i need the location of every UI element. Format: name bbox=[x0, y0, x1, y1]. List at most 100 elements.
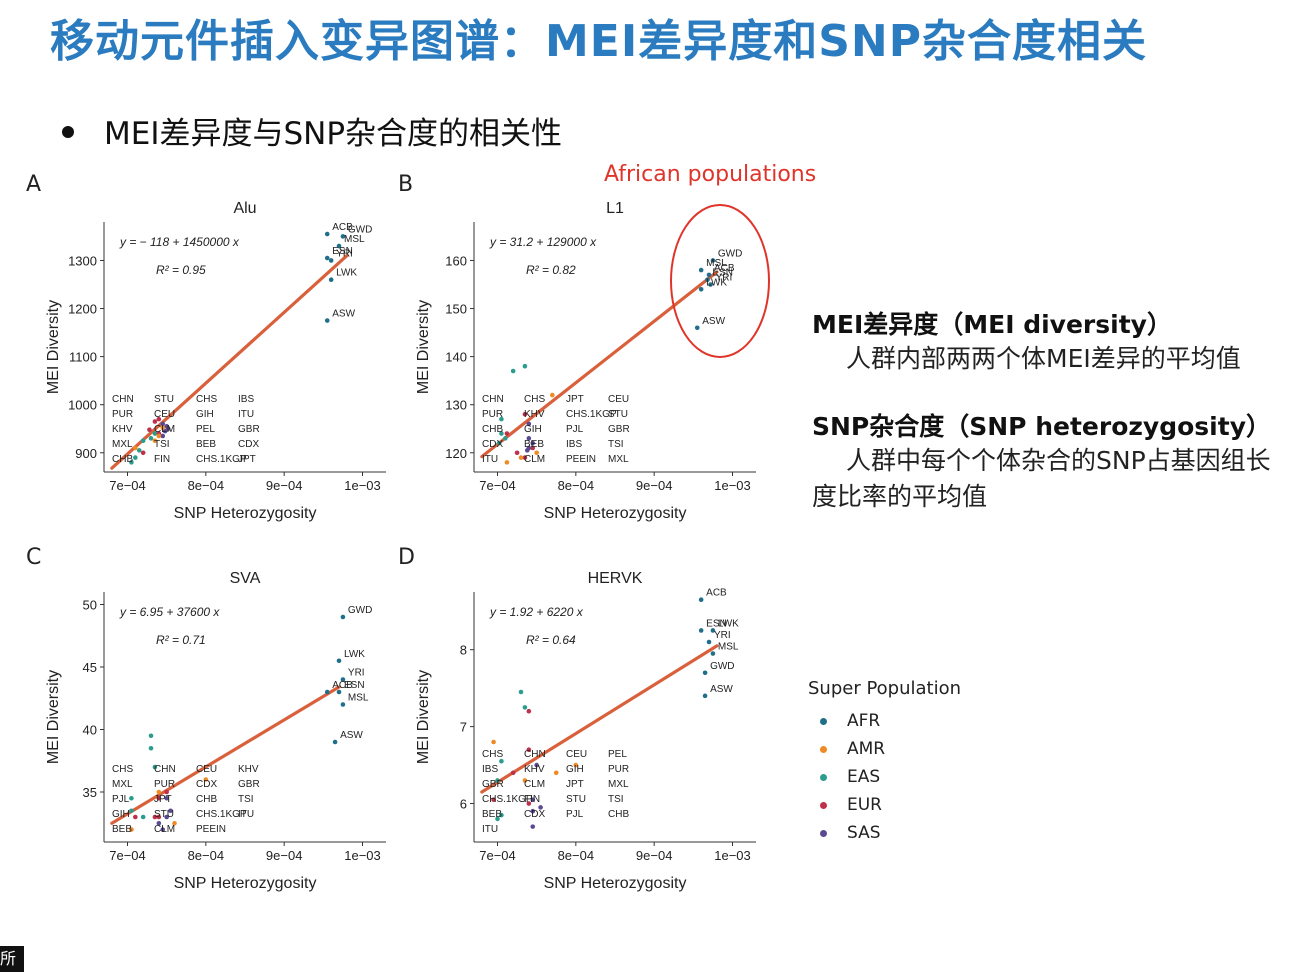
point-pjl bbox=[165, 426, 171, 432]
point-ceu bbox=[522, 412, 528, 417]
point-jpt bbox=[129, 808, 134, 814]
population-label: CHN bbox=[524, 749, 546, 760]
point-fin bbox=[514, 450, 520, 456]
x-tick-label: 1e−03 bbox=[714, 478, 751, 493]
l1-chart: L1 7e−04 8e−04 9e−04 1e−03 120 130 140 150 160 SNP… bbox=[415, 200, 756, 522]
population-label: PUR bbox=[608, 764, 629, 775]
y-tick-label: 50 bbox=[83, 598, 97, 613]
y-tick-label: 130 bbox=[445, 398, 467, 413]
population-label: IBS bbox=[482, 764, 498, 775]
mei-diversity-body: 人群内部两两个体MEI差异的平均值 bbox=[846, 344, 1241, 373]
point-gih bbox=[534, 762, 539, 768]
legend-item-amr: AMR bbox=[808, 735, 961, 763]
population-label: PJL bbox=[566, 424, 584, 435]
x-tick-label: 8e−04 bbox=[558, 478, 595, 493]
population-label: GWD bbox=[718, 248, 742, 259]
legend-item-eur: EUR bbox=[808, 791, 961, 819]
chart-title: HERVK bbox=[588, 570, 643, 587]
point-pel bbox=[504, 460, 510, 465]
point-itu bbox=[156, 820, 162, 826]
x-tick-label: 9e−04 bbox=[636, 848, 673, 863]
point-chn bbox=[522, 363, 528, 369]
regression-equation: y = 6.95 + 37600 x bbox=[119, 605, 220, 619]
legend-label-amr: AMR bbox=[847, 739, 886, 759]
point-pur bbox=[203, 777, 209, 782]
x-tick-label: 9e−04 bbox=[636, 478, 673, 493]
hervk-chart: HERVK 7e−04 8e−04 9e−04 1e−03 6 7 8 SNP Heterozy… bbox=[415, 570, 756, 892]
point-stu bbox=[530, 797, 536, 802]
super-population-legend: Super Population AFR AMR EAS EUR SAS bbox=[808, 678, 961, 847]
regression-equation: y = − 118 + 1450000 x bbox=[119, 235, 240, 249]
point-mxl bbox=[522, 778, 528, 783]
y-tick-label: 140 bbox=[445, 350, 467, 365]
population-label: BEB bbox=[482, 809, 502, 820]
point-ibs bbox=[530, 445, 536, 451]
population-label: LWK bbox=[706, 277, 727, 288]
legend-dot-amr bbox=[820, 745, 827, 753]
y-axis-label: MEI Diversity bbox=[45, 300, 62, 394]
point-tsi bbox=[526, 801, 532, 806]
population-label: ESN bbox=[332, 246, 353, 257]
point-jpt bbox=[499, 416, 504, 422]
legend-dot-eur bbox=[820, 801, 827, 809]
alu-chart: Alu 7e−04 8e−04 9e−04 1e−03 900 1000 1100 1200 13… bbox=[45, 200, 386, 522]
population-label: BEB bbox=[196, 439, 216, 450]
point-yri bbox=[340, 677, 346, 682]
y-axis-label: MEI Diversity bbox=[45, 670, 62, 764]
point-ceu bbox=[164, 789, 169, 795]
x-tick-label: 7e−04 bbox=[479, 848, 516, 863]
point-tsi bbox=[522, 455, 528, 460]
point-lwk bbox=[328, 277, 334, 282]
regression-line bbox=[480, 270, 719, 459]
point-esn bbox=[336, 689, 342, 695]
point-asw bbox=[332, 739, 338, 745]
population-label: PEEIN bbox=[196, 824, 226, 835]
x-tick-label: 7e−04 bbox=[109, 848, 146, 863]
population-label: BEB bbox=[112, 824, 132, 835]
population-label: LWK bbox=[336, 268, 357, 279]
chart-title: SVA bbox=[230, 570, 261, 587]
population-label: KHV bbox=[524, 409, 545, 420]
population-label: PUR bbox=[154, 779, 175, 790]
point-yri bbox=[708, 282, 713, 287]
point-pur bbox=[160, 425, 166, 431]
population-label: MSL bbox=[344, 234, 365, 245]
r-squared-label: R² = 0.95 bbox=[156, 263, 206, 277]
point-gwd bbox=[710, 258, 716, 263]
population-label: CEU bbox=[608, 394, 629, 405]
panel-letter-a: A bbox=[26, 172, 42, 197]
point-chn bbox=[148, 745, 154, 751]
population-label: CLM bbox=[154, 824, 175, 835]
y-axis-label: MEI Diversity bbox=[415, 670, 432, 764]
r-squared-label: R² = 0.64 bbox=[526, 633, 576, 647]
population-label: IBS bbox=[566, 439, 582, 450]
y-tick-label: 8 bbox=[460, 643, 467, 658]
african-populations-circle bbox=[670, 204, 770, 358]
population-label: ASW bbox=[710, 684, 733, 695]
bullet-text: MEI差异度与SNP杂合度的相关性 bbox=[104, 116, 563, 152]
point-gwd bbox=[702, 670, 708, 676]
population-label: MXL bbox=[608, 454, 629, 465]
point-cdx bbox=[496, 440, 502, 446]
point-beb bbox=[538, 805, 543, 810]
point-cdx bbox=[495, 816, 500, 822]
point-clm bbox=[553, 770, 559, 776]
population-label: MXL bbox=[112, 439, 133, 450]
population-label: JPT bbox=[238, 454, 256, 465]
point-msl bbox=[710, 651, 716, 656]
population-label: ESN bbox=[712, 268, 733, 279]
y-tick-label: 35 bbox=[83, 785, 97, 800]
legend-item-sas: SAS bbox=[808, 819, 961, 847]
legend-dot-afr bbox=[820, 717, 827, 725]
corner-fragment: 所 bbox=[0, 946, 24, 972]
population-label: JPT bbox=[154, 794, 172, 805]
population-label: ITU bbox=[482, 454, 498, 465]
population-label: CDX bbox=[196, 779, 217, 790]
population-label: STU bbox=[566, 794, 586, 805]
population-label: CLM bbox=[524, 779, 545, 790]
population-label: YRI bbox=[716, 273, 733, 284]
population-label: GIH bbox=[196, 409, 214, 420]
population-label: ASW bbox=[340, 730, 363, 741]
x-tick-label: 1e−03 bbox=[714, 848, 751, 863]
point-beb bbox=[160, 433, 166, 439]
